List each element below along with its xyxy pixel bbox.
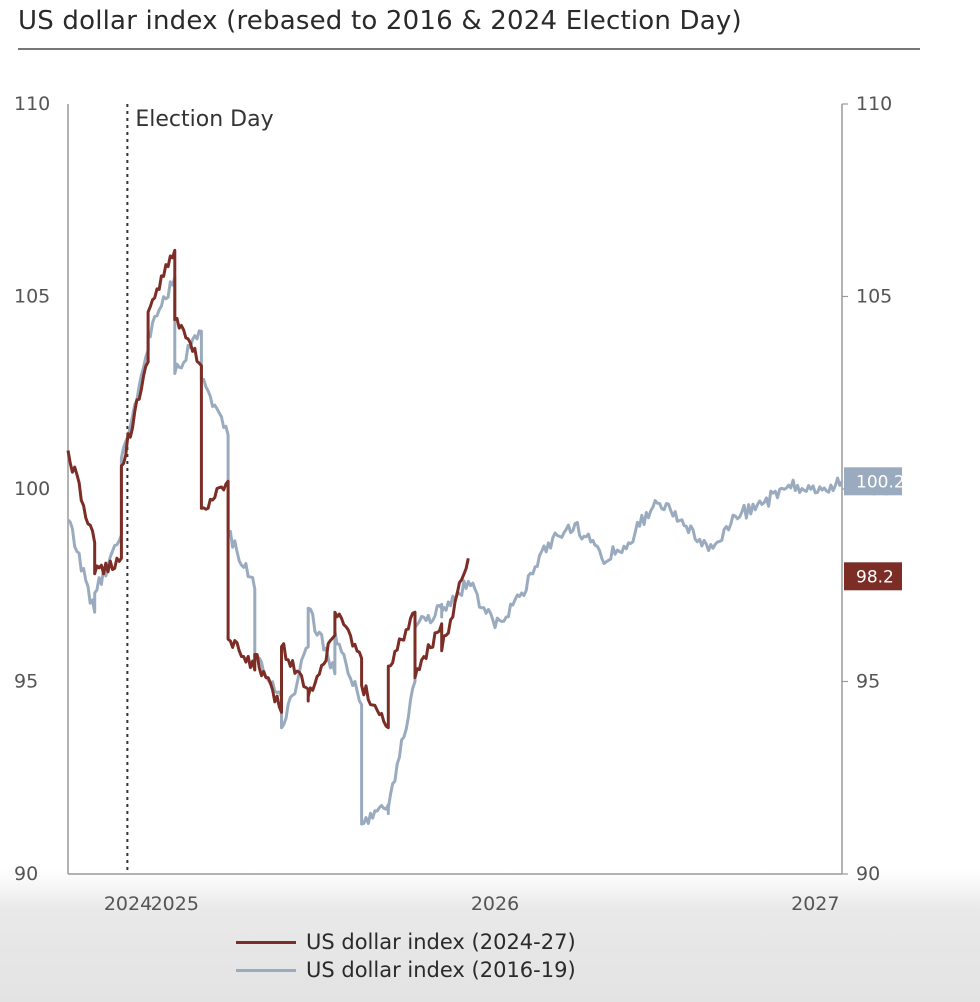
x-tick-label: 2026 bbox=[471, 893, 519, 915]
end-tag-label-2016-19: 100.2 bbox=[856, 472, 905, 492]
bottom-shade bbox=[0, 870, 980, 1002]
title-divider bbox=[18, 48, 920, 50]
y-tick-label-left: 110 bbox=[14, 93, 50, 115]
series-lines bbox=[66, 248, 844, 826]
y-tick-label-right: 105 bbox=[856, 286, 892, 308]
legend-label-2016-19: US dollar index (2016-19) bbox=[306, 958, 576, 982]
y-tick-label-right: 110 bbox=[856, 93, 892, 115]
y-tick-label-left: 105 bbox=[14, 286, 50, 308]
y-tick-label-left: 90 bbox=[14, 863, 38, 885]
legend: US dollar index (2024-27) US dollar inde… bbox=[236, 928, 576, 984]
legend-item-2024-27: US dollar index (2024-27) bbox=[236, 928, 576, 956]
x-tick-label: 2027 bbox=[791, 893, 839, 915]
annotations: Election Day bbox=[126, 104, 274, 874]
end-tag-2024-27 bbox=[844, 562, 902, 591]
x-tick-label: 2025 bbox=[151, 893, 199, 915]
legend-swatch-2024-27 bbox=[236, 940, 296, 944]
chart-title: US dollar index (rebased to 2016 & 2024 … bbox=[18, 6, 742, 36]
x-tick-label: 2024 bbox=[104, 893, 152, 915]
end-value-tags: 100.2 98.2 bbox=[844, 467, 905, 591]
y-tick-label-right: 90 bbox=[856, 863, 880, 885]
legend-swatch-2016-19 bbox=[236, 968, 296, 972]
end-tag-2016-19 bbox=[844, 467, 902, 496]
legend-item-2016-19: US dollar index (2016-19) bbox=[236, 956, 576, 984]
y-tick-label-left: 95 bbox=[14, 671, 38, 693]
series-line-2016-19 bbox=[66, 275, 844, 826]
end-tag-label-2024-27: 98.2 bbox=[856, 567, 894, 587]
series-line-2024-27 bbox=[66, 248, 470, 730]
y-tick-label-right: 95 bbox=[856, 671, 880, 693]
y-tick-label-left: 100 bbox=[14, 478, 50, 500]
legend-label-2024-27: US dollar index (2024-27) bbox=[306, 930, 576, 954]
election-day-label: Election Day bbox=[135, 107, 273, 132]
